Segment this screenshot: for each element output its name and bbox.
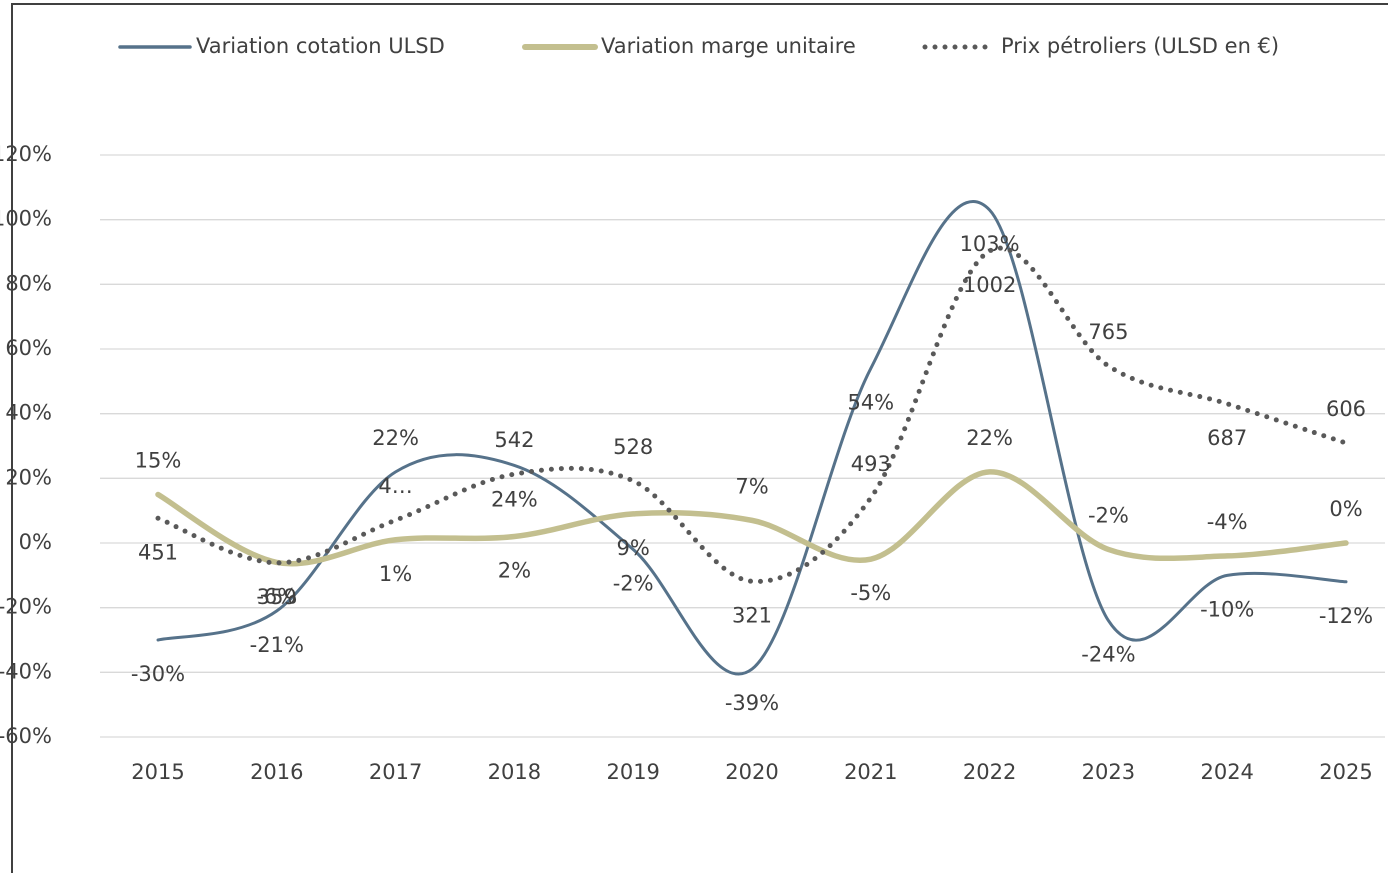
y-tick-label: 0%: [19, 530, 52, 554]
x-tick-label: 2015: [131, 760, 184, 784]
data-label: 24%: [491, 487, 538, 511]
x-tick-label: 2020: [725, 760, 778, 784]
data-line: [155, 469, 1349, 567]
y-tick-label: 100%: [0, 207, 52, 231]
legend-label: Variation marge unitaire: [601, 34, 856, 58]
data-label: -5%: [850, 581, 891, 605]
data-label: 493: [851, 452, 891, 476]
data-label: -24%: [1081, 643, 1135, 667]
x-tick-label: 2022: [963, 760, 1016, 784]
data-label: -10%: [1200, 597, 1254, 621]
legend-label: Prix pétroliers (ULSD en €): [1001, 34, 1279, 58]
y-tick-label: 20%: [5, 465, 52, 489]
x-tick-label: 2025: [1319, 760, 1372, 784]
data-label: -12%: [1319, 604, 1373, 628]
y-tick-label: 40%: [5, 401, 52, 425]
y-tick-label: 80%: [5, 271, 52, 295]
data-label: 0%: [1329, 497, 1362, 521]
data-label: -2%: [613, 571, 654, 595]
data-label: -4%: [1207, 510, 1248, 534]
data-label: 359: [257, 585, 297, 609]
data-label: 1%: [379, 562, 412, 586]
x-tick-label: 2018: [488, 760, 541, 784]
data-label: 1002: [963, 273, 1016, 297]
x-tick-label: 2017: [369, 760, 422, 784]
data-label: 4…: [378, 474, 412, 498]
data-label: 765: [1088, 320, 1128, 344]
y-tick-label: -20%: [0, 595, 52, 619]
data-label: 7%: [735, 474, 768, 498]
data-label: 22%: [372, 426, 419, 450]
x-tick-label: 2016: [250, 760, 303, 784]
data-label: 606: [1326, 397, 1366, 421]
y-tick-label: -40%: [0, 659, 52, 683]
data-label: 54%: [847, 390, 894, 414]
x-tick-label: 2019: [606, 760, 659, 784]
data-label: 528: [613, 435, 653, 459]
legend-label: Variation cotation ULSD: [196, 34, 445, 58]
data-label: 542: [494, 428, 534, 452]
x-tick-label: 2024: [1200, 760, 1253, 784]
data-label: -6%: [256, 584, 297, 608]
data-label: -39%: [725, 691, 779, 715]
data-label: -30%: [131, 662, 185, 686]
data-label: 2%: [498, 559, 531, 583]
data-label: 451: [138, 540, 178, 564]
data-label: 9%: [617, 536, 650, 560]
y-tick-label: 120%: [0, 142, 52, 166]
x-tick-label: 2023: [1082, 760, 1135, 784]
x-tick-label: 2021: [844, 760, 897, 784]
data-label: 687: [1207, 426, 1247, 450]
y-tick-label: 60%: [5, 336, 52, 360]
data-line: [156, 200, 1348, 676]
data-label: 321: [732, 603, 772, 627]
chart-frame: [11, 3, 1388, 873]
data-label: -21%: [250, 633, 304, 657]
data-label: -2%: [1088, 503, 1129, 527]
y-tick-label: -60%: [0, 724, 52, 748]
data-label: 15%: [135, 449, 182, 473]
data-label: 22%: [966, 426, 1013, 450]
